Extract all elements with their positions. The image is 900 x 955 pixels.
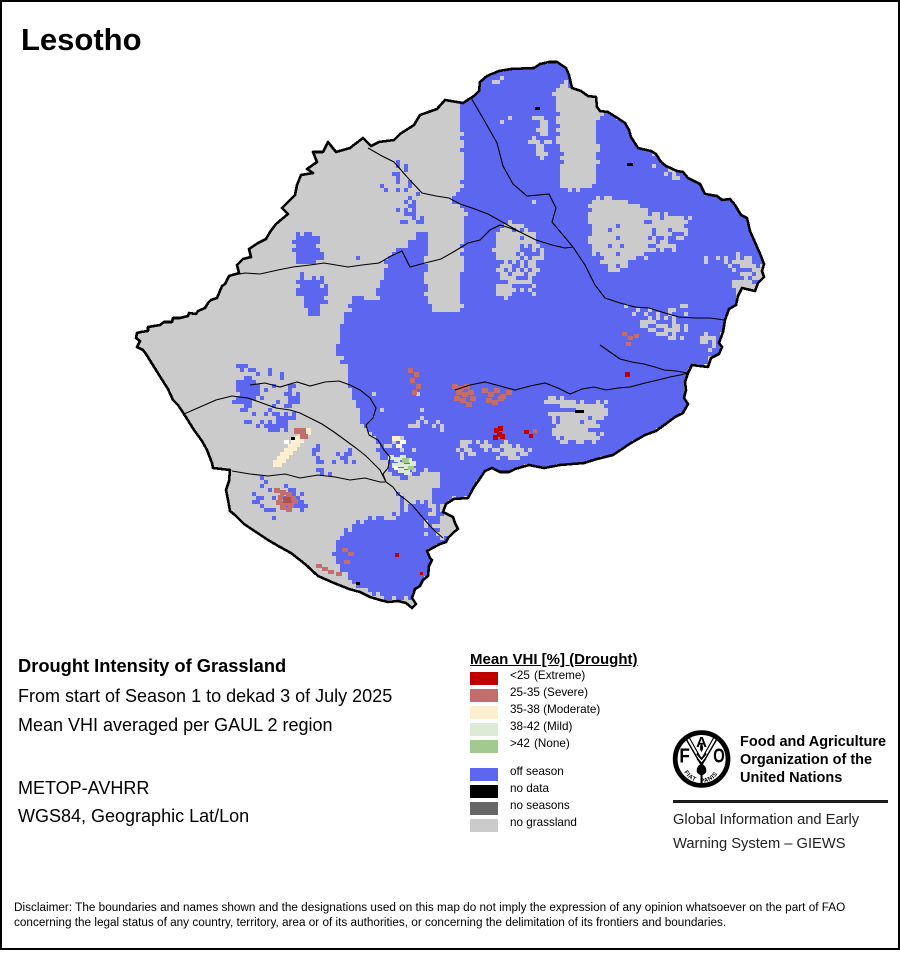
svg-text:A: A [696,735,707,751]
svg-text:F: F [679,746,690,768]
svg-text:O: O [713,746,725,768]
